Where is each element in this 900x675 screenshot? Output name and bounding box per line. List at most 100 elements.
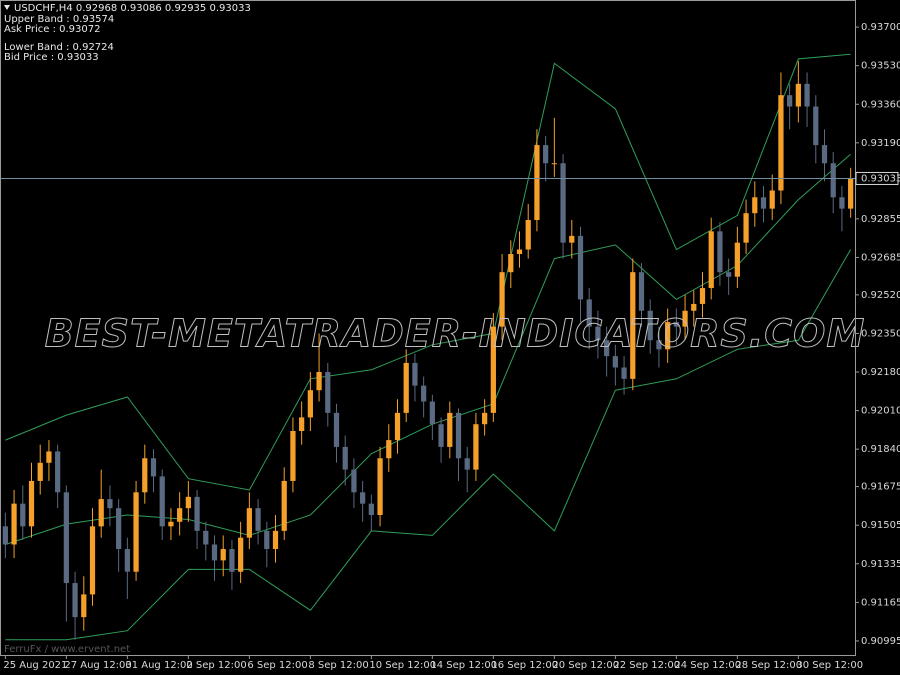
plot-border: [0, 0, 856, 656]
candle-body: [508, 254, 514, 273]
candle-body: [211, 544, 218, 561]
candle-body: [647, 310, 653, 341]
x-tick-label: 14 Sep 12:00: [430, 660, 497, 671]
candle-body: [325, 372, 331, 413]
candle-body: [525, 219, 531, 250]
candle-body: [333, 412, 340, 447]
candle-body: [665, 322, 671, 350]
menu-arrow[interactable]: [4, 5, 10, 10]
candle-body: [717, 231, 723, 273]
candle-body: [368, 503, 374, 515]
info-line: Upper Band : 0.93574: [4, 14, 114, 25]
candle-body: [342, 446, 348, 470]
candle-body: [168, 521, 174, 527]
candle-body: [682, 310, 688, 327]
candle-body: [752, 197, 758, 214]
candle-body: [656, 340, 662, 350]
x-tick-label: 30 Sep 12:00: [796, 660, 863, 671]
candle-body: [429, 401, 435, 425]
y-tick-label: 0.93190: [861, 138, 900, 149]
y-tick-label: 0.92350: [861, 328, 900, 339]
plot-area: [2, 53, 854, 641]
candle-body: [255, 508, 261, 531]
candle-body: [412, 362, 418, 386]
candle-body: [185, 496, 191, 509]
y-tick-label: 0.92010: [861, 406, 900, 417]
candle-body: [848, 178, 854, 209]
candle-body: [307, 390, 313, 418]
x-tick-label: 31 Aug 12:00: [125, 660, 192, 671]
x-tick-label: 28 Sep 12:00: [735, 660, 802, 671]
candle-body: [142, 458, 148, 493]
candle-body: [604, 340, 610, 357]
candle-body: [447, 412, 453, 447]
x-tick-label: 8 Sep 12:00: [308, 660, 368, 671]
candle-body: [769, 190, 775, 209]
candle-body: [595, 326, 601, 341]
y-tick-label: 0.92685: [861, 252, 900, 263]
candle-body: [55, 451, 61, 493]
candle-body: [821, 145, 828, 164]
candle-body: [377, 458, 383, 515]
candle-body: [813, 106, 819, 146]
band-line: [5, 53, 851, 491]
candle-body: [455, 412, 462, 459]
price-label: 0.93033: [861, 173, 900, 184]
y-tick-label: 0.91335: [861, 559, 900, 570]
candle-body: [159, 476, 165, 527]
candle-body: [177, 508, 183, 522]
candle-body: [638, 272, 645, 311]
y-tick-label: 0.92180: [861, 367, 900, 378]
chart-title: USDCHF,H4 0.92968 0.93086 0.92935 0.9303…: [14, 3, 251, 14]
credit: FerruFx / www.ervent.net: [4, 644, 130, 655]
candle-body: [272, 530, 279, 550]
candle-body: [246, 508, 252, 538]
candle-body: [516, 249, 523, 255]
candle-body: [612, 356, 618, 368]
candle-body: [577, 235, 584, 300]
candle-body: [360, 492, 366, 504]
x-tick-label: 20 Sep 12:00: [552, 660, 619, 671]
candle-body: [804, 83, 810, 107]
candle-body: [630, 272, 636, 379]
x-tick-label: 6 Sep 12:00: [247, 660, 307, 671]
candle-body: [473, 424, 479, 470]
candle-body: [72, 583, 78, 618]
candle-body: [586, 299, 592, 327]
candle-body: [81, 594, 87, 618]
candle-body: [116, 508, 122, 550]
candle-body: [386, 440, 392, 459]
candle-body: [726, 272, 732, 277]
candle-body: [20, 503, 26, 527]
candle-body: [490, 326, 496, 413]
candle-body: [46, 451, 52, 463]
candle-body: [89, 526, 96, 595]
candle-body: [11, 503, 17, 545]
y-tick-label: 0.93530: [861, 61, 900, 72]
band-line: [5, 249, 852, 641]
candle-body: [316, 372, 322, 391]
info-line: Ask Price : 0.93072: [4, 24, 101, 35]
candle-body: [621, 367, 627, 379]
x-tick-label: 24 Sep 12:00: [674, 660, 741, 671]
candle-body: [699, 288, 706, 304]
candle-body: [394, 412, 401, 441]
candle-body: [778, 95, 784, 191]
candle-body: [560, 163, 566, 243]
candle-body: [107, 499, 113, 509]
candle-body: [299, 417, 305, 432]
candle-body: [787, 95, 793, 107]
candle-body: [238, 537, 244, 572]
candle-body: [543, 145, 549, 164]
candle-body: [795, 83, 801, 107]
candle-body: [2, 526, 8, 545]
candle-body: [708, 231, 714, 289]
y-tick-label: 0.92520: [861, 290, 900, 301]
candle-body: [351, 469, 357, 493]
candle-body: [438, 424, 444, 447]
y-tick-label: 0.91505: [861, 520, 900, 531]
candle-body: [124, 549, 130, 572]
candle-body: [421, 385, 427, 402]
y-tick-label: 0.92855: [861, 214, 900, 225]
